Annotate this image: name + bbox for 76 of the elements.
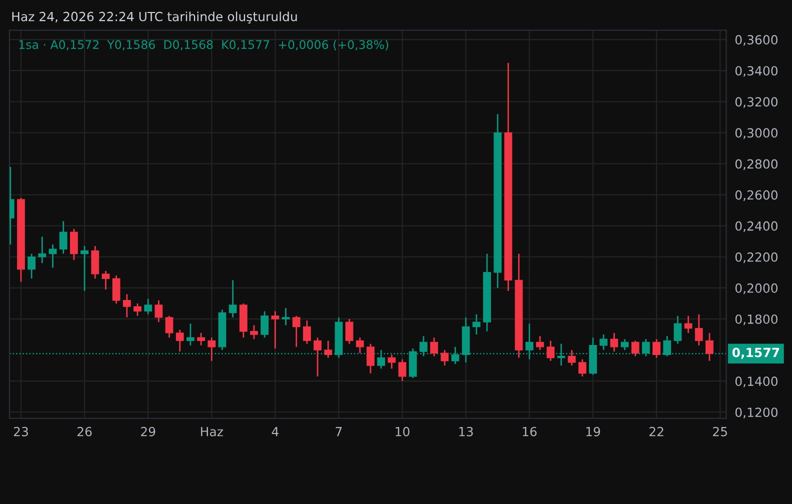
candlestick [345, 318, 354, 345]
candlestick [250, 324, 258, 340]
y-tick-label: 0,3000 [735, 128, 778, 139]
candlestick [144, 298, 152, 316]
candlestick [48, 244, 57, 268]
candlestick [91, 245, 100, 280]
candlestick [652, 338, 660, 358]
x-tick-label: 7 [336, 427, 342, 436]
candlestick [314, 336, 322, 378]
y-tick-label: 0,2000 [735, 283, 778, 294]
candlestick [568, 349, 576, 366]
candlestick [102, 270, 110, 290]
x-tick-label: 22 [649, 426, 664, 436]
y-tick-label: 0,3200 [735, 97, 778, 108]
candlestick [536, 335, 544, 351]
candlestick [546, 340, 555, 362]
candlestick [388, 354, 396, 370]
candlestick [197, 332, 206, 346]
candlestick [578, 358, 586, 378]
candlestick [186, 322, 194, 346]
x-tick-label: 19 [586, 426, 600, 436]
x-tick-label: 26 [77, 426, 92, 436]
candlestick [165, 315, 174, 338]
candlestick [122, 293, 131, 318]
x-tick-label: 4 [272, 427, 278, 436]
candlestick [59, 220, 68, 254]
y-tick-label: 0,2200 [735, 252, 778, 264]
ref-line-label: 0,1577 [732, 348, 780, 359]
candlestick [356, 336, 364, 354]
x-tick-label: Haz [201, 427, 223, 436]
y-tick-label: 0,3400 [735, 66, 778, 77]
candlestick [600, 334, 608, 351]
candlestick [430, 336, 438, 357]
x-tick-label: 23 [14, 426, 28, 436]
y-tick-label: 0,1200 [735, 408, 778, 418]
y-tick-label: 0,1800 [735, 314, 778, 326]
y-tick-label: 0,2800 [735, 159, 778, 170]
candlestick [260, 310, 269, 338]
candlestick [28, 253, 36, 280]
candlestick [303, 320, 311, 345]
x-tick-label: 29 [141, 426, 156, 436]
y-tick-label: 0,3600 [735, 35, 778, 46]
chart-subtitle: Haz 24, 2026 22:24 UTC tarihinde oluşturuldu [12, 12, 297, 24]
y-tick-label: 0,1400 [735, 376, 778, 388]
x-tick-label: 25 [713, 426, 727, 436]
candlestick [366, 343, 374, 374]
candlestick [154, 300, 163, 323]
candlestick [38, 236, 46, 264]
candlestick [70, 228, 78, 261]
candlestick [472, 314, 480, 336]
x-tick-label: 13 [459, 426, 473, 436]
candlestick [684, 315, 692, 334]
candlestick [271, 310, 280, 350]
candlestick [228, 279, 237, 318]
candlestick [176, 329, 184, 352]
candlestick [398, 358, 406, 382]
text: 1sa · A0,1572 Y0,1586 D0,1568 K0,1577 +0,0006 (+0,38%) [19, 40, 388, 50]
candlestick [112, 274, 120, 304]
y-tick-label: 0,2600 [735, 190, 778, 201]
candlestick [377, 349, 386, 370]
candlestick [694, 314, 703, 346]
candlestick [610, 332, 618, 352]
candlestick [208, 336, 216, 362]
candlestick [80, 245, 88, 292]
x-tick-label: 16 [522, 426, 537, 436]
candlestick [134, 302, 142, 317]
candlestick [631, 340, 640, 357]
candlestick [282, 307, 290, 326]
candlestick [620, 338, 629, 351]
y-tick-label: 0,2400 [735, 221, 778, 232]
candlestick [674, 315, 682, 345]
x-tick-label: 10 [396, 426, 410, 436]
candlestick [706, 332, 714, 362]
candlestick [440, 349, 449, 366]
candlestick [292, 315, 300, 348]
candlestick [324, 340, 332, 358]
